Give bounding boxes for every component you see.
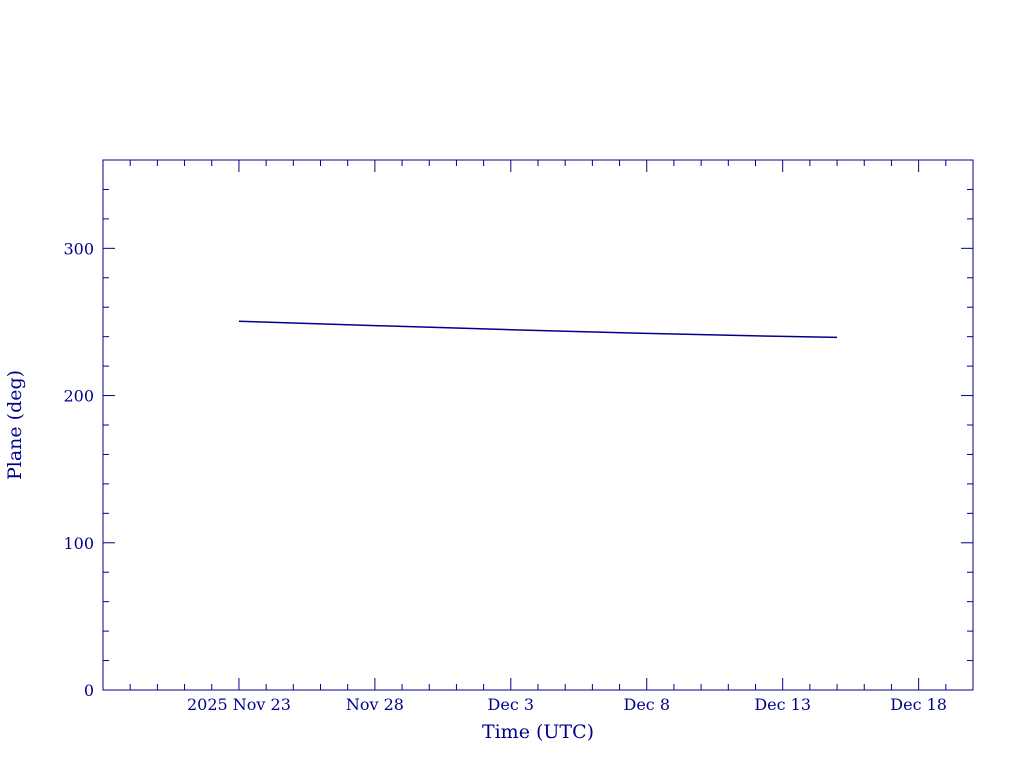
- x-axis-title: Time (UTC): [482, 721, 594, 743]
- y-tick-label: 0: [84, 681, 94, 700]
- series: [238, 320, 838, 339]
- x-tick-label: Dec 3: [488, 695, 535, 714]
- ticks: [102, 159, 974, 691]
- x-tick-label: 2025 Nov 23: [187, 695, 291, 714]
- plot-frame: [102, 159, 974, 691]
- tick-labels: 2025 Nov 23 Nov 28 Dec 3 Dec 8 Dec 13 Dec 18 0…: [63, 239, 947, 714]
- y-tick-label: 200: [63, 387, 94, 406]
- x-tick-label: Dec 8: [623, 695, 670, 714]
- x-tick-label: Nov 28: [346, 695, 404, 714]
- x-tick-label: Dec 18: [890, 695, 947, 714]
- y-tick-label: 100: [63, 534, 94, 553]
- y-tick-label: 300: [63, 239, 94, 258]
- y-axis-title: Plane (deg): [4, 370, 26, 480]
- x-tick-label: Dec 13: [754, 695, 811, 714]
- series-line: [238, 320, 838, 339]
